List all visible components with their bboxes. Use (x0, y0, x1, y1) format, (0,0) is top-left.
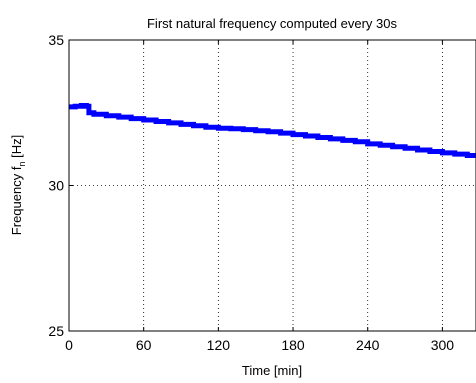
x-axis-label: Time [min] (242, 363, 302, 378)
y-axis-label-subscript: n (17, 162, 27, 167)
y-tick-layer: 25 30 35 (48, 32, 73, 339)
y-axis-label: Frequency fn [Hz] (9, 135, 27, 235)
chart-title: First natural frequency computed every 3… (147, 16, 398, 31)
y-tick-label: 25 (48, 323, 64, 339)
y-axis-label-main: Frequency f (9, 166, 24, 235)
x-tick-label: 120 (207, 337, 231, 353)
y-axis-label-unit: [Hz] (9, 135, 24, 162)
y-tick-label: 35 (48, 32, 64, 48)
x-tick-label: 300 (431, 337, 455, 353)
x-tick-layer: 0 60 120 180 240 300 (65, 40, 454, 353)
x-tick-label: 60 (136, 337, 152, 353)
x-tick-label: 180 (281, 337, 305, 353)
series-line (69, 103, 476, 158)
y-tick-label: 30 (48, 178, 64, 194)
x-tick-label: 240 (356, 337, 380, 353)
series-layer (69, 103, 476, 158)
x-tick-label: 0 (65, 337, 73, 353)
plot-frame (68, 39, 476, 332)
grid (69, 40, 476, 331)
